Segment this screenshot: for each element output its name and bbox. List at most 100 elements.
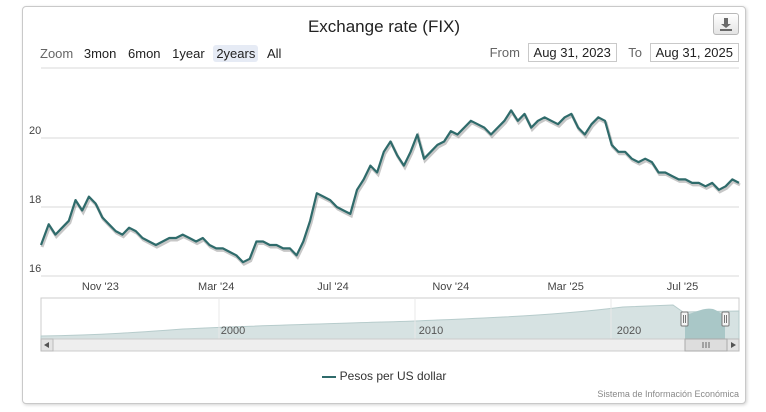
data-point[interactable] xyxy=(698,182,700,184)
data-point[interactable] xyxy=(81,209,83,211)
zoom-button-all[interactable]: All xyxy=(266,46,282,61)
data-point[interactable] xyxy=(470,120,472,122)
data-point[interactable] xyxy=(356,189,358,191)
data-point[interactable] xyxy=(403,165,405,167)
data-point[interactable] xyxy=(249,258,251,260)
data-point[interactable] xyxy=(162,241,164,243)
data-point[interactable] xyxy=(577,127,579,129)
data-point[interactable] xyxy=(664,172,666,174)
data-point[interactable] xyxy=(316,192,318,194)
data-point[interactable] xyxy=(564,116,566,118)
data-point[interactable] xyxy=(658,172,660,174)
data-point[interactable] xyxy=(276,244,278,246)
data-point[interactable] xyxy=(262,241,264,243)
data-point[interactable] xyxy=(637,161,639,163)
data-point[interactable] xyxy=(617,151,619,153)
data-point[interactable] xyxy=(255,241,257,243)
data-point[interactable] xyxy=(457,134,459,136)
navigator-left-handle[interactable] xyxy=(680,311,689,327)
data-point[interactable] xyxy=(738,182,740,184)
data-point[interactable] xyxy=(497,127,499,129)
data-point[interactable] xyxy=(101,216,103,218)
data-point[interactable] xyxy=(322,196,324,198)
data-point[interactable] xyxy=(477,123,479,125)
data-point[interactable] xyxy=(289,247,291,249)
data-point[interactable] xyxy=(423,158,425,160)
data-point[interactable] xyxy=(524,113,526,115)
data-point[interactable] xyxy=(349,213,351,215)
data-point[interactable] xyxy=(121,234,123,236)
data-point[interactable] xyxy=(503,120,505,122)
data-point[interactable] xyxy=(443,140,445,142)
data-point[interactable] xyxy=(343,209,345,211)
data-point[interactable] xyxy=(363,178,365,180)
data-point[interactable] xyxy=(651,161,653,163)
data-point[interactable] xyxy=(175,237,177,239)
export-button[interactable] xyxy=(713,13,739,35)
data-point[interactable] xyxy=(88,196,90,198)
data-point[interactable] xyxy=(631,158,633,160)
scrollbar-track[interactable] xyxy=(40,338,740,352)
data-point[interactable] xyxy=(383,151,385,153)
data-point[interactable] xyxy=(202,237,204,239)
data-point[interactable] xyxy=(229,251,231,253)
zoom-button-3mon[interactable]: 3mon xyxy=(83,46,117,61)
data-point[interactable] xyxy=(188,237,190,239)
data-point[interactable] xyxy=(282,247,284,249)
data-point[interactable] xyxy=(644,158,646,160)
data-point[interactable] xyxy=(48,223,50,225)
data-point[interactable] xyxy=(235,254,237,256)
data-point[interactable] xyxy=(148,241,150,243)
data-point[interactable] xyxy=(182,234,184,236)
data-point[interactable] xyxy=(691,182,693,184)
data-point[interactable] xyxy=(309,220,311,222)
data-point[interactable] xyxy=(591,123,593,125)
data-point[interactable] xyxy=(557,123,559,125)
zoom-button-1year[interactable]: 1year xyxy=(172,46,205,61)
data-point[interactable] xyxy=(430,151,432,153)
data-point[interactable] xyxy=(711,182,713,184)
data-point[interactable] xyxy=(604,120,606,122)
data-point[interactable] xyxy=(584,134,586,136)
data-point[interactable] xyxy=(624,151,626,153)
data-point[interactable] xyxy=(215,247,217,249)
data-point[interactable] xyxy=(222,247,224,249)
data-point[interactable] xyxy=(450,130,452,132)
data-point[interactable] xyxy=(530,127,532,129)
data-point[interactable] xyxy=(731,178,733,180)
data-point[interactable] xyxy=(550,120,552,122)
data-point[interactable] xyxy=(209,244,211,246)
to-date-input[interactable]: Aug 31, 2025 xyxy=(649,43,739,62)
data-point[interactable] xyxy=(490,134,492,136)
data-point[interactable] xyxy=(61,227,63,229)
data-point[interactable] xyxy=(611,144,613,146)
zoom-button-6mon[interactable]: 6mon xyxy=(128,46,161,61)
data-point[interactable] xyxy=(195,241,197,243)
credits[interactable]: Sistema de Información Económica xyxy=(597,389,739,399)
data-point[interactable] xyxy=(302,241,304,243)
data-point[interactable] xyxy=(570,113,572,115)
data-point[interactable] xyxy=(54,234,56,236)
data-point[interactable] xyxy=(671,175,673,177)
data-point[interactable] xyxy=(128,227,130,229)
data-point[interactable] xyxy=(410,151,412,153)
data-point[interactable] xyxy=(463,127,465,129)
data-point[interactable] xyxy=(40,244,42,246)
data-point[interactable] xyxy=(155,244,157,246)
data-point[interactable] xyxy=(537,120,539,122)
data-point[interactable] xyxy=(389,140,391,142)
data-point[interactable] xyxy=(684,178,686,180)
data-point[interactable] xyxy=(718,189,720,191)
data-point[interactable] xyxy=(296,254,298,256)
data-point[interactable] xyxy=(416,134,418,136)
data-point[interactable] xyxy=(74,199,76,201)
from-date-input[interactable]: Aug 31, 2023 xyxy=(527,43,617,62)
data-point[interactable] xyxy=(168,237,170,239)
data-point[interactable] xyxy=(68,220,70,222)
data-point[interactable] xyxy=(269,244,271,246)
data-point[interactable] xyxy=(483,127,485,129)
data-point[interactable] xyxy=(704,185,706,187)
data-point[interactable] xyxy=(725,185,727,187)
data-point[interactable] xyxy=(115,230,117,232)
data-point[interactable] xyxy=(329,199,331,201)
